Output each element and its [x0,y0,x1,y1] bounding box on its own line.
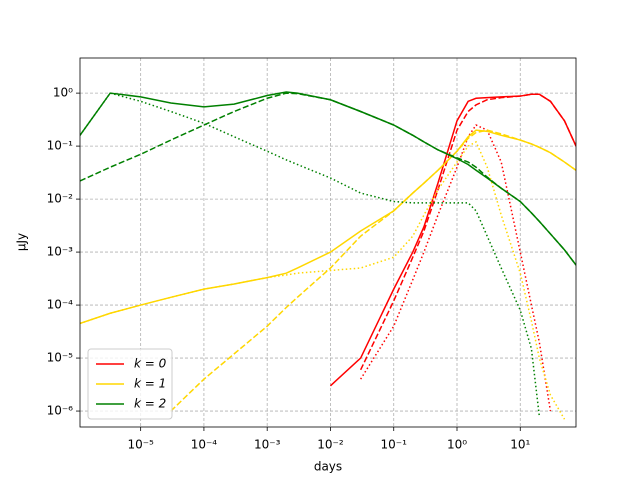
legend-label: k = 0 [134,357,167,371]
legend-box [87,348,173,420]
y-tick-label: 10⁻⁵ [47,351,74,365]
plot-frame [79,57,577,428]
x-tick-label: 10⁻⁵ [127,438,154,452]
y-tick-label: 10⁻⁴ [47,298,74,312]
y-axis-label: μJy [15,233,29,251]
data-line [80,140,566,420]
y-tick-label: 10⁰ [53,86,73,100]
y-tick-label: 10⁻³ [47,245,74,259]
x-tick-label: 10⁻³ [254,438,281,452]
data-line [80,91,576,266]
x-tick-label: 10⁰ [447,438,467,452]
x-tick-label: 10⁻¹ [381,438,408,452]
data-line [80,92,576,266]
legend-label: k = 2 [134,397,166,411]
x-tick-label: 10⁻² [317,438,344,452]
x-tick-label: 10⁻⁴ [191,438,218,452]
data-line [170,129,576,412]
data-line [359,93,576,371]
y-tick-label: 10⁻¹ [47,139,74,153]
y-tick-label: 10⁻⁶ [47,404,74,418]
legend-label: k = 1 [134,377,166,391]
x-axis-label: days [314,460,342,474]
data-line [80,92,541,417]
plot-lines [80,91,576,420]
y-tick-label: 10⁻² [47,192,74,206]
x-tick-label: 10¹ [510,438,530,452]
data-line [360,124,552,412]
